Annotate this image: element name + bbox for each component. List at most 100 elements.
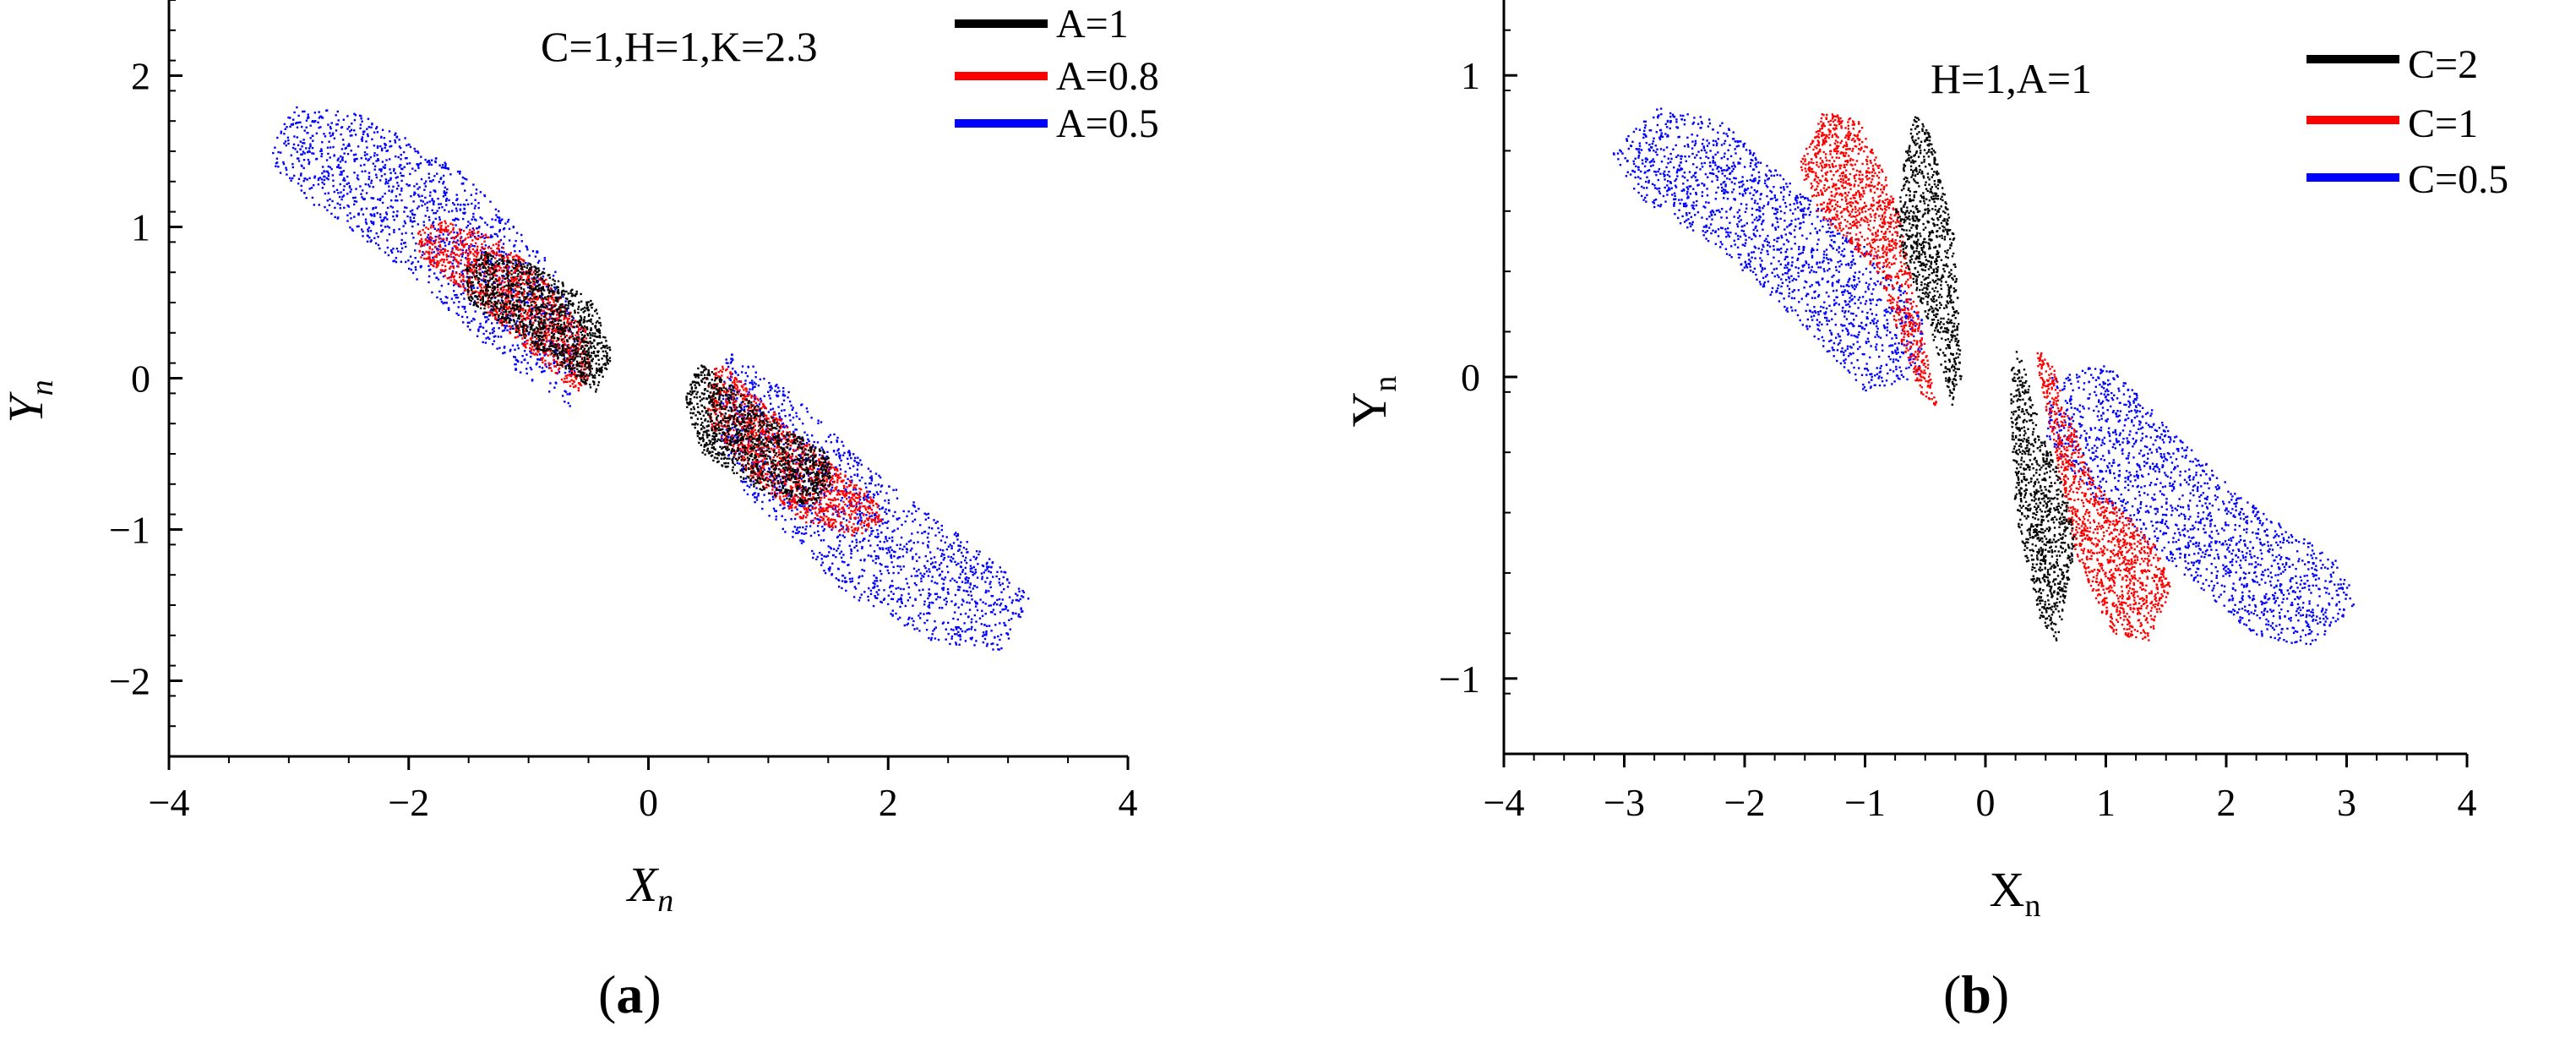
data-point [487, 297, 490, 300]
data-point [329, 156, 331, 159]
data-point [445, 238, 449, 242]
data-point [811, 497, 814, 500]
data-point [403, 242, 406, 244]
data-point [457, 233, 460, 236]
data-point [361, 207, 363, 210]
data-point [937, 596, 939, 598]
data-point [814, 511, 817, 514]
data-point [272, 151, 275, 155]
data-point [406, 156, 408, 160]
data-point [338, 166, 340, 169]
data-point [530, 352, 532, 354]
data-point [372, 197, 375, 199]
data-point [560, 305, 563, 308]
data-point [499, 319, 502, 321]
data-point [302, 159, 306, 161]
data-point [848, 484, 851, 487]
data-point [837, 586, 841, 588]
data-point [370, 179, 373, 182]
data-point [369, 230, 373, 232]
data-point [808, 508, 811, 511]
data-point [515, 262, 517, 265]
data-point [737, 436, 739, 439]
data-point [848, 544, 851, 548]
data-point [1017, 613, 1021, 616]
data-point [736, 389, 739, 391]
data-point [855, 505, 858, 508]
data-point [874, 512, 876, 516]
data-point [983, 637, 987, 641]
data-point [736, 397, 738, 400]
data-point [400, 238, 403, 242]
data-point [311, 152, 313, 155]
data-point [422, 251, 424, 254]
data-point [431, 198, 433, 200]
data-point [1000, 647, 1003, 650]
data-point [406, 162, 409, 165]
data-point [426, 209, 429, 212]
data-point [953, 611, 956, 614]
data-point [339, 207, 341, 210]
data-point [491, 236, 493, 238]
data-point [370, 239, 373, 242]
data-point [566, 344, 569, 347]
data-point [1003, 588, 1005, 591]
data-point [754, 412, 757, 415]
data-point [492, 312, 494, 314]
data-point [760, 460, 762, 462]
data-point [769, 389, 772, 391]
data-point [538, 353, 542, 356]
data-point [384, 178, 388, 181]
data-point [383, 137, 385, 139]
data-point [291, 162, 294, 166]
data-point [495, 251, 498, 254]
data-point [735, 400, 738, 403]
data-point [567, 343, 570, 347]
data-point [888, 510, 890, 512]
data-point [949, 642, 951, 646]
data-point [925, 570, 929, 573]
data-point [969, 637, 972, 640]
data-point [823, 555, 825, 558]
data-point [468, 280, 471, 282]
data-point [432, 221, 435, 223]
data-point [996, 643, 999, 647]
data-point [754, 398, 756, 401]
data-point [530, 269, 533, 271]
data-point [765, 463, 767, 466]
data-point [771, 488, 774, 491]
data-point [468, 289, 471, 292]
data-point [392, 259, 395, 263]
data-point [827, 545, 830, 548]
data-point [732, 445, 735, 448]
data-point [455, 271, 458, 275]
data-point [802, 526, 804, 529]
data-point [400, 243, 403, 245]
data-point [431, 243, 434, 246]
data-point [484, 257, 487, 260]
data-point [776, 477, 778, 480]
data-point [923, 576, 925, 578]
data-point [721, 434, 723, 437]
data-point [837, 474, 840, 478]
data-point [794, 532, 798, 534]
data-point [880, 572, 883, 576]
data-point [918, 568, 920, 571]
data-point [452, 202, 455, 205]
data-point [309, 124, 312, 127]
data-point [389, 205, 392, 208]
data-point [797, 532, 799, 534]
data-point [439, 177, 442, 180]
data-point [754, 461, 756, 464]
data-point [498, 321, 501, 324]
data-point [901, 602, 903, 604]
data-point [492, 343, 494, 346]
data-point [964, 559, 967, 562]
data-point [331, 199, 334, 203]
data-point [335, 123, 338, 126]
data-point [976, 603, 978, 605]
data-point [284, 140, 287, 143]
data-point [387, 179, 390, 182]
data-point [776, 461, 780, 464]
data-point [896, 565, 899, 568]
